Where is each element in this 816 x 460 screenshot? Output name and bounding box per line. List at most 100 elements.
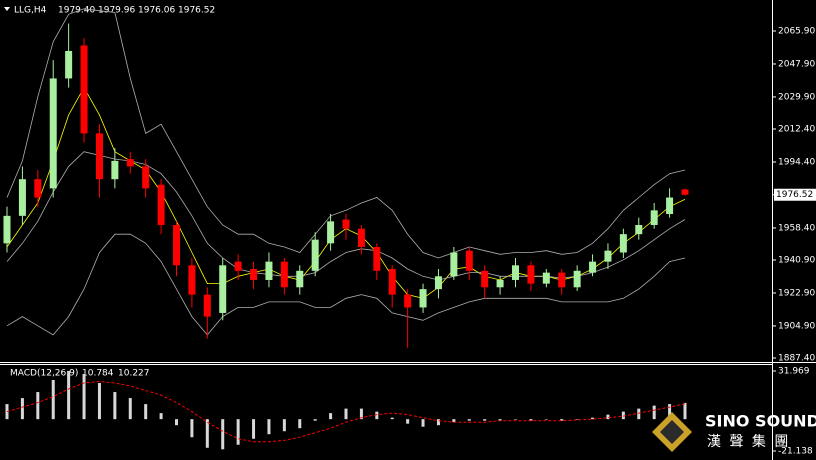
candle-body (234, 261, 242, 271)
candle-body (65, 50, 73, 79)
logo-brand: SINO SOUND (705, 412, 816, 431)
candle-body (18, 179, 26, 216)
header-value: 1979.40 (58, 6, 95, 16)
y-tick-label: 1904.90 (778, 321, 815, 331)
candle-body (111, 160, 119, 180)
candle-body (465, 250, 473, 271)
macd-bar (329, 413, 333, 420)
candle-body (126, 159, 134, 167)
candle-body (604, 250, 612, 262)
candle-body (173, 225, 180, 266)
macd-bar (375, 411, 379, 420)
macd-bar (452, 419, 456, 423)
candle-body (635, 225, 643, 235)
candle-body (280, 261, 288, 288)
macd-bar (36, 392, 40, 420)
candle-body (512, 265, 519, 280)
candle-body (357, 228, 365, 247)
header-value: 1976.06 (138, 6, 175, 16)
macd-bar (344, 408, 348, 420)
macd-bar (113, 392, 117, 420)
candle-body (80, 45, 88, 134)
indicator-line (6, 8, 686, 259)
candle-body (573, 270, 581, 288)
candle-body (481, 270, 489, 288)
candle-body (142, 166, 150, 189)
y-tick-label: 1940.90 (778, 255, 815, 265)
macd-bar (390, 417, 394, 420)
macd-bar (221, 419, 225, 450)
macd-bar (483, 419, 487, 421)
macd-bar (205, 419, 209, 448)
candle-body (327, 221, 335, 244)
macd-bar (298, 419, 302, 429)
macd-bar (606, 414, 610, 420)
macd-bar (236, 419, 240, 445)
macd-bar (190, 419, 194, 438)
menu-arrow[interactable] (4, 7, 10, 11)
macd-bar (637, 408, 641, 420)
candle-body (203, 294, 211, 317)
macd-bar (252, 419, 256, 439)
candle-body (619, 234, 627, 253)
y-tick-label: 1922.90 (778, 288, 815, 298)
candle-body (589, 261, 597, 273)
macd-bar (406, 419, 410, 424)
indicator-label: MACD(12,26,9) (10, 369, 78, 379)
candle-body (250, 268, 258, 280)
candle-body (265, 261, 273, 280)
logo-inner (660, 420, 684, 444)
macd-bar (128, 398, 132, 420)
macd-bar (282, 419, 286, 432)
indicator-line (6, 233, 686, 336)
y-tick-label: 1994.40 (778, 157, 815, 167)
candle-body (95, 133, 103, 180)
candle-body (404, 294, 412, 308)
candle-body (558, 272, 566, 288)
macd-bar (175, 419, 178, 426)
macd-bar (5, 404, 9, 420)
candle-body (450, 252, 458, 277)
y-tick-label: 1958.40 (778, 223, 815, 233)
header-value: 1976.52 (178, 6, 215, 16)
macd-bar (591, 417, 595, 420)
candle-body (419, 289, 427, 308)
macd-bar (575, 419, 579, 420)
candle-body (157, 184, 165, 226)
symbol-label: LLG,H4 (14, 6, 47, 16)
candle-body (311, 239, 319, 271)
candle-body (342, 219, 350, 229)
indicator-value: 10.227 (118, 369, 150, 379)
macd-bar (267, 419, 271, 435)
macd-bar (97, 383, 101, 420)
indicator-line (6, 151, 686, 281)
macd-bar (544, 419, 548, 420)
indicator-value: 10.784 (82, 369, 114, 379)
macd-bar (159, 413, 163, 420)
macd-bar (467, 419, 471, 421)
y-tick-label: 2012.40 (778, 125, 815, 135)
macd-bar (529, 419, 533, 421)
macd-bar (668, 404, 672, 420)
macd-bar (359, 408, 363, 420)
y-tick-label: 31.969 (778, 367, 810, 377)
macd-bar (51, 379, 55, 420)
logo: SINO SOUND 漢 聲 集 團 (652, 412, 816, 452)
candle-body (3, 215, 11, 244)
candle-body (666, 197, 674, 215)
macd-bar (514, 419, 517, 420)
candle-body (373, 246, 381, 271)
candle-body (496, 279, 504, 288)
macd-bar (421, 419, 425, 427)
macd-bar (144, 404, 148, 420)
candle-body (296, 270, 304, 288)
macd-bar (621, 411, 625, 420)
current-price-box (774, 188, 816, 201)
candle-body (527, 265, 535, 284)
macd-bar (82, 373, 86, 420)
logo-subtitle: 漢 聲 集 團 (707, 433, 790, 450)
signal-line (6, 380, 686, 443)
macd-bar (560, 419, 564, 421)
